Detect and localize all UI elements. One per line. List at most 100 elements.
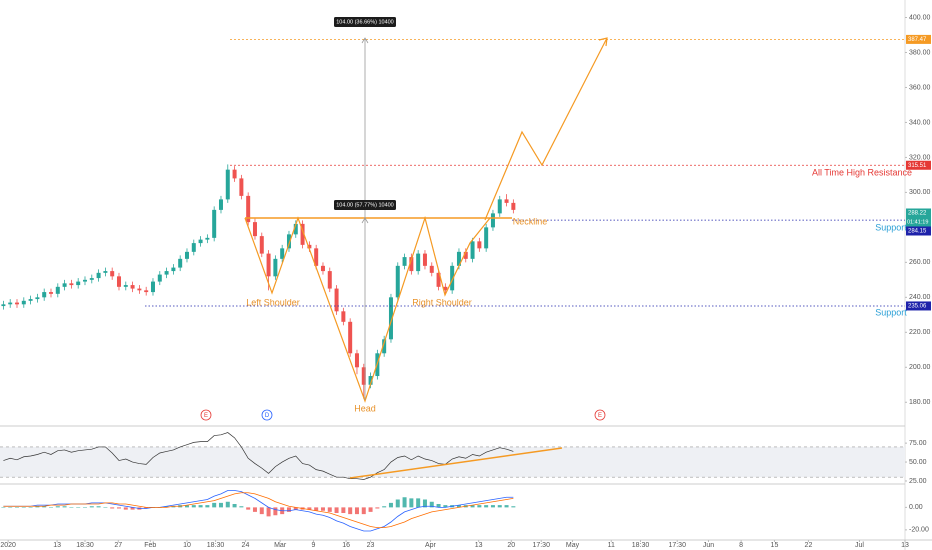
candle-body [300,223,305,245]
histogram-bar [82,507,87,508]
y-tick-label: 260.00 [909,259,931,266]
histogram-bar [334,507,339,513]
histogram-bar [246,507,251,510]
x-tick-label: 10 [183,542,191,549]
x-tick-label: Jun [703,542,714,549]
candle-body [395,265,400,298]
y-tick-label: 75.00 [909,440,927,447]
candle-body [137,288,142,291]
candle-body [14,302,19,305]
candle-body [205,237,210,240]
price-tag-label: 387.47 [908,37,927,43]
event-label: E [598,413,602,419]
histogram-bar [341,507,346,513]
candle-body [259,236,264,254]
candle-body [429,265,434,273]
x-tick-label: 8 [739,542,743,549]
candle-body [42,292,47,298]
event-marker[interactable] [261,409,273,421]
histogram-bar [361,507,366,515]
x-tick-label: Apr [425,542,437,549]
candle-body [130,285,135,289]
x-tick-label: 13 [53,542,61,549]
candle-body [416,253,421,272]
candle-body [477,241,482,249]
y-tick-label: 25.00 [909,478,927,485]
histogram-bar [28,507,33,508]
histogram-bar [354,507,359,515]
y-tick-label: -20.00 [909,527,929,534]
candle-body [212,209,217,238]
histogram-bar [14,507,19,508]
histogram-bar [116,507,121,509]
histogram-bar [21,507,26,508]
candle-body [232,169,237,179]
candle-body [368,376,373,385]
candle-body [490,213,495,228]
histogram-bar [110,507,115,509]
y-tick-label: 360.00 [909,84,931,91]
candle-body [348,321,353,354]
resistance-label: All Time High Resistance [812,167,912,177]
price-tag-label: 288.22 [908,211,927,217]
histogram-bar [103,507,108,508]
candle-body [1,304,6,307]
histogram-bar [62,506,67,508]
candle-body [150,281,155,293]
y-tick-label: 240.00 [909,294,931,301]
candle-body [511,202,516,210]
histogram-bar [89,506,94,508]
event-label: D [265,413,270,419]
histogram-bar [348,507,353,515]
candle-body [327,271,332,289]
candle-body [96,272,101,279]
price-tags: 387.47 315.51 288.22 01:41:19 284.15 235.06 [906,34,931,311]
event-marker[interactable] [200,409,212,421]
histogram-bar [497,505,502,508]
x-tick-label: Feb [144,542,156,549]
histogram-bar [239,506,244,508]
histogram-bar [511,506,516,508]
measure-arrow [361,37,369,44]
candle-body [184,251,189,259]
histogram-bar [293,507,298,510]
candle-body [382,339,387,354]
histogram-bar [429,501,434,508]
arrow-head [598,37,608,47]
candle-body [388,297,393,340]
candle-body [361,367,366,385]
histogram-bar [395,499,400,508]
histogram-bar [477,505,482,508]
x-tick-label: 9 [311,542,315,549]
event-marker[interactable] [594,409,606,421]
candle-body [320,265,325,272]
candle-body [48,292,53,294]
x-tick-label: May [566,542,580,549]
histogram-bar [8,507,13,508]
x-tick-label: 17:30 [532,542,550,549]
pattern-zigzag [244,215,491,403]
price-tag-label: 235.06 [908,304,927,310]
histogram-bar [266,507,271,517]
histogram-bar [375,507,380,509]
marks: 2020 13 18:30 27 Feb 10 18:30 24 Mar 9 16 23 Apr 13 20… [0,14,931,549]
histogram-bar [232,504,237,508]
candle-body [443,286,448,291]
candle-body [293,223,298,235]
histogram-bar [252,507,257,512]
measure-box [334,200,396,210]
candle-body [286,234,291,249]
price-tag [906,208,931,218]
event-label: E [204,413,208,419]
histogram-bar [470,505,475,508]
candle-body [504,199,509,203]
y-tick-label: 300.00 [909,189,931,196]
histogram-bar [286,507,291,512]
histogram-bar [42,506,47,508]
histogram-bar [416,498,421,508]
histogram-bar [368,507,373,512]
histogram-bar [1,507,6,508]
macd-line [3,490,514,532]
candle-body [436,272,441,287]
histogram-bar [144,507,149,509]
